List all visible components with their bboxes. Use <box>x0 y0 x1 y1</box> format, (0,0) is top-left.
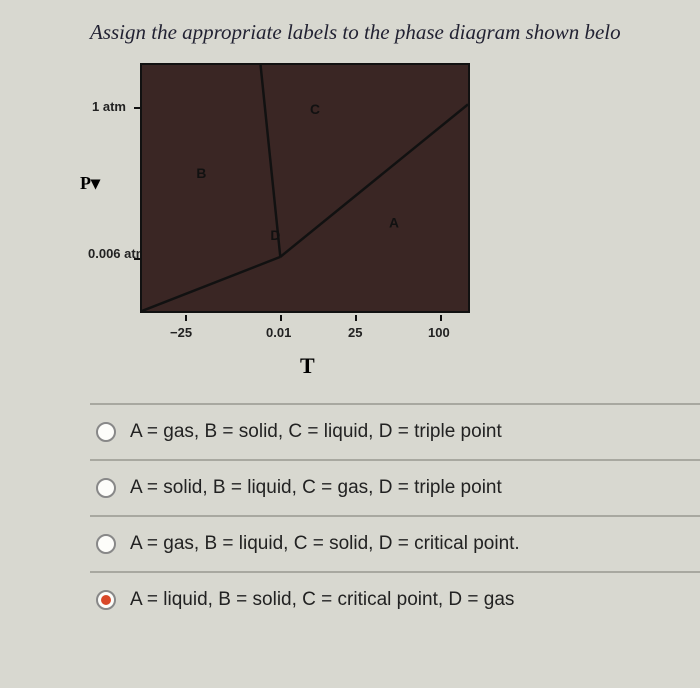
answer-text: A = gas, B = solid, C = liquid, D = trip… <box>130 421 502 443</box>
x-tick-mark-3 <box>355 315 357 321</box>
label-D: D <box>270 228 280 243</box>
label-A: A <box>389 215 399 230</box>
liquid-gas-line <box>280 104 468 257</box>
x-tick-100: 100 <box>428 325 450 340</box>
radio-icon[interactable] <box>96 534 116 554</box>
question-prompt: Assign the appropriate labels to the pha… <box>90 20 700 45</box>
phase-diagram: 1 atm 0.006 atm P▾ B C D A <box>80 63 510 363</box>
label-C: C <box>310 102 320 117</box>
question-page: Assign the appropriate labels to the pha… <box>0 0 700 627</box>
label-B: B <box>196 166 206 181</box>
answer-option[interactable]: A = liquid, B = solid, C = critical poin… <box>90 571 700 627</box>
answer-text: A = solid, B = liquid, C = gas, D = trip… <box>130 477 502 499</box>
plot-area: B C D A <box>140 63 470 313</box>
y-axis-title: P▾ <box>80 173 100 194</box>
answer-option[interactable]: A = gas, B = liquid, C = solid, D = crit… <box>90 515 700 571</box>
answer-option[interactable]: A = solid, B = liquid, C = gas, D = trip… <box>90 459 700 515</box>
answer-text: A = liquid, B = solid, C = critical poin… <box>130 589 514 611</box>
x-tick-25: 25 <box>348 325 362 340</box>
answer-option[interactable]: A = gas, B = solid, C = liquid, D = trip… <box>90 403 700 459</box>
radio-icon[interactable] <box>96 590 116 610</box>
answer-list: A = gas, B = solid, C = liquid, D = trip… <box>90 403 700 627</box>
answer-text: A = gas, B = liquid, C = solid, D = crit… <box>130 533 520 555</box>
x-tick-mark-4 <box>440 315 442 321</box>
radio-icon[interactable] <box>96 478 116 498</box>
radio-icon[interactable] <box>96 422 116 442</box>
plot-svg: B C D A <box>142 65 468 311</box>
x-tick-mark-1 <box>185 315 187 321</box>
x-axis-title: T <box>300 353 315 379</box>
x-tick-001: 0.01 <box>266 325 291 340</box>
x-tick-mark-2 <box>280 315 282 321</box>
solid-gas-line <box>142 257 280 311</box>
y-tick-1atm: 1 atm <box>92 99 126 114</box>
x-tick--25: −25 <box>170 325 192 340</box>
